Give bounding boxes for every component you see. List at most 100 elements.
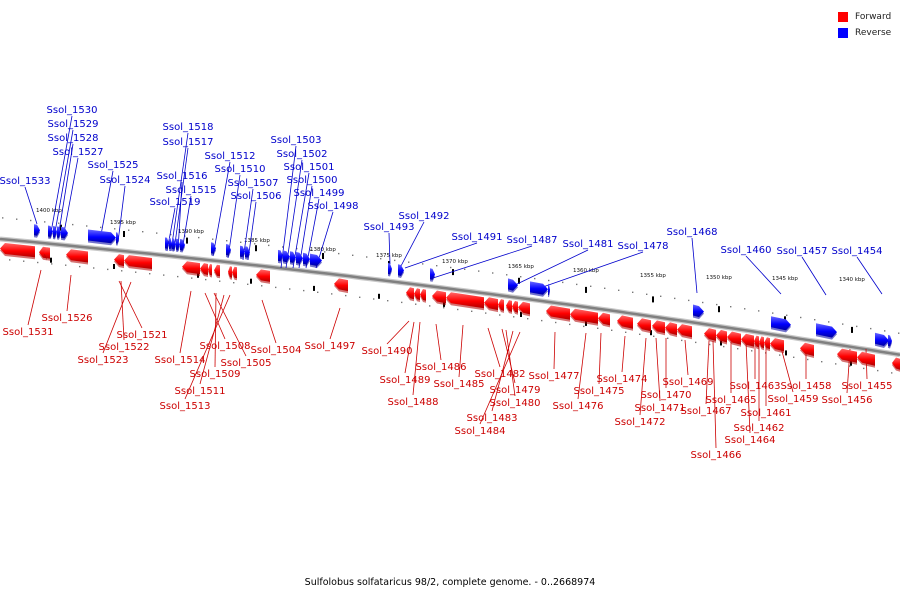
leader-Ssol_1485 <box>458 324 464 378</box>
track-dot <box>9 259 11 261</box>
track-dot <box>58 222 60 224</box>
track-dot <box>44 221 46 223</box>
track-dot <box>716 303 718 306</box>
track-dot <box>492 272 494 274</box>
scale-label: 1375 kbp <box>376 253 402 259</box>
track-dot <box>16 218 18 220</box>
track-dot <box>849 365 851 367</box>
track-dot <box>555 321 557 324</box>
scale-tick <box>255 245 257 252</box>
leader-Ssol_1506 <box>247 201 257 261</box>
label-Ssol_1472: Ssol_1472 <box>615 417 666 428</box>
gene-features <box>0 224 900 372</box>
track-dot <box>870 327 872 330</box>
scale-label: 1340 kbp <box>839 277 865 283</box>
label-Ssol_1530: Ssol_1530 <box>47 105 98 116</box>
leader-Ssol_1481 <box>514 249 589 286</box>
minor-tick <box>50 257 52 263</box>
gene-Ssol_1474 <box>617 315 633 331</box>
label-Ssol_1492: Ssol_1492 <box>399 211 450 222</box>
label-Ssol_1504: Ssol_1504 <box>251 345 302 356</box>
leader-Ssol_1504 <box>261 299 277 344</box>
label-Ssol_1475: Ssol_1475 <box>574 386 625 397</box>
gene-Ssol_1468 <box>693 304 704 320</box>
track-dot <box>436 265 438 267</box>
track-dot <box>303 289 305 292</box>
track-dot <box>366 256 368 258</box>
track-dot <box>604 287 606 289</box>
track-dot <box>23 260 25 262</box>
track-dot <box>114 228 116 230</box>
track-dot <box>821 361 823 363</box>
leader-Ssol_1501 <box>292 172 310 269</box>
label-Ssol_1485: Ssol_1485 <box>434 379 485 390</box>
minor-tick <box>785 350 787 356</box>
leader-Ssol_1467 <box>705 340 710 405</box>
leader-Ssol_1476 <box>577 332 587 400</box>
gene-Ssol_1459 <box>770 338 784 354</box>
gene-Ssol_1490 <box>406 287 414 302</box>
gene-Ssol_1513 <box>232 266 237 281</box>
gene-Ssol_1489 <box>414 288 420 302</box>
label-Ssol_1518: Ssol_1518 <box>163 122 214 133</box>
label-Ssol_1466: Ssol_1466 <box>691 450 742 461</box>
label-Ssol_1480: Ssol_1480 <box>490 398 541 409</box>
legend-reverse: Reverse <box>838 25 891 41</box>
track-dot <box>562 281 564 284</box>
gene-Ssol_1514 <box>182 261 200 277</box>
track-dot <box>121 270 123 272</box>
track-dot <box>534 277 536 280</box>
gene-Ssol_1518 <box>169 237 172 252</box>
label-Ssol_1454: Ssol_1454 <box>832 246 883 257</box>
track-dot <box>387 300 389 302</box>
track-dot <box>681 339 683 342</box>
leader-Ssol_1531 <box>27 269 42 326</box>
track-dot <box>205 278 207 281</box>
scale-tick <box>718 306 720 313</box>
scale-label: 1345 kbp <box>772 276 798 282</box>
gene-Ssol_1523 <box>124 255 152 271</box>
track-dot <box>471 310 473 312</box>
label-Ssol_1507: Ssol_1507 <box>228 178 279 189</box>
track-dot <box>51 263 53 265</box>
leader-Ssol_1526 <box>66 274 72 312</box>
track-dot <box>807 358 809 361</box>
scale-tick <box>452 269 454 276</box>
scale-tick <box>652 296 654 303</box>
label-leaders <box>24 115 883 449</box>
label-Ssol_1469: Ssol_1469 <box>663 377 714 388</box>
gene-Ssol_1454 <box>875 332 889 348</box>
gene-Ssol_1492 <box>398 264 404 278</box>
gene-Ssol_1487 <box>508 278 518 293</box>
gene-Ssol_1507 <box>240 245 245 260</box>
track-dot <box>65 264 67 266</box>
track-dot <box>247 283 249 285</box>
gene-Ssol_1517 <box>172 238 176 252</box>
label-Ssol_1502: Ssol_1502 <box>277 149 328 160</box>
leader-Ssol_1492 <box>400 221 425 267</box>
gene-Ssol_1462 <box>759 336 764 351</box>
label-Ssol_1476: Ssol_1476 <box>553 401 604 412</box>
minor-tick <box>520 312 522 317</box>
scale-label: 1400 kbp <box>36 208 62 214</box>
leader-Ssol_1521 <box>118 280 143 329</box>
leader-Ssol_1508 <box>204 292 226 340</box>
leader-Ssol_1491 <box>404 242 478 269</box>
label-Ssol_1526: Ssol_1526 <box>42 313 93 324</box>
track-dot <box>233 282 235 284</box>
track-dot <box>352 254 354 256</box>
track-dot <box>135 271 137 273</box>
track-dot <box>499 314 501 316</box>
minor-tick <box>250 278 252 284</box>
leader-Ssol_1474 <box>621 335 626 373</box>
label-Ssol_1533: Ssol_1533 <box>0 176 50 187</box>
track-dot <box>212 238 214 240</box>
label-Ssol_1503: Ssol_1503 <box>271 135 322 146</box>
track-dot <box>723 345 725 348</box>
gene-Ssol_1478 <box>548 283 550 298</box>
gene-Ssol_1533 <box>34 224 40 238</box>
track-dot <box>79 265 81 268</box>
track-dot <box>877 369 879 372</box>
gene-Ssol_1531 <box>0 243 35 260</box>
track-dot <box>268 244 270 247</box>
